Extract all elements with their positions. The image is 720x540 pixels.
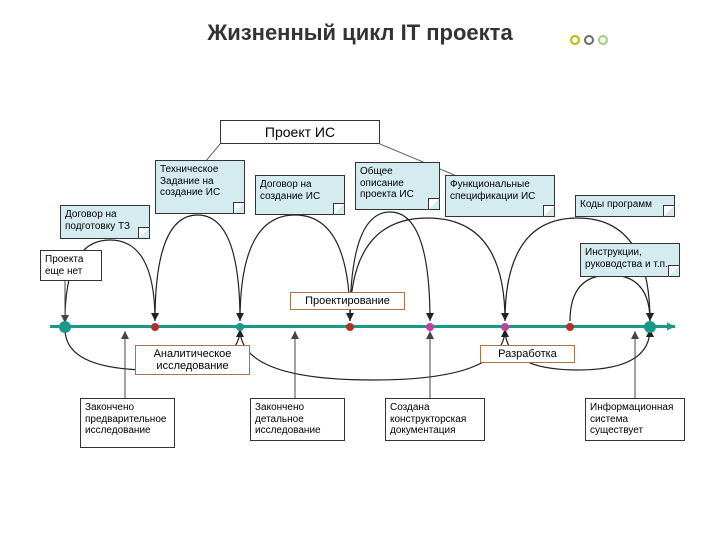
milestone-consdoc: Создана конструкторская документация [385,398,485,441]
doc-tz: Техническое Задание на создание ИС [155,160,245,214]
timeline-dot [501,323,509,331]
doc-desc: Общее описание проекта ИС [355,162,440,210]
accent-bullets [570,35,608,45]
doc-funcspec: Функциональные спецификации ИС [445,175,555,217]
timeline-dot [151,323,159,331]
state-exists: Информационная система существует [585,398,685,441]
timeline-dot [236,323,244,331]
timeline-dot [566,323,574,331]
dev-stage: Разработка [480,345,575,363]
analysis-stage: Аналитическое исследование [135,345,250,375]
state-noproject: Проекта еще нет [40,250,102,281]
milestone-detres: Закончено детальное исследование [250,398,345,441]
page-title: Жизненный цикл IT проекта [0,20,720,46]
timeline [50,325,675,328]
timeline-dot [346,323,354,331]
design-stage: Проектирование [290,292,405,310]
timeline-dot [644,321,656,333]
timeline-dot [426,323,434,331]
milestone-preres: Закончено предварительное исследование [80,398,175,448]
lifecycle-diagram: Проект ИС Договор на подготовку ТЗТехниче… [40,120,680,520]
doc-code: Коды программ [575,195,675,217]
timeline-dot [59,321,71,333]
project-header: Проект ИС [220,120,380,144]
doc-contract-is: Договор на создание ИС [255,175,345,215]
doc-prep-contract: Договор на подготовку ТЗ [60,205,150,239]
doc-manuals: Инструкции, руководства и т.п. [580,243,680,277]
